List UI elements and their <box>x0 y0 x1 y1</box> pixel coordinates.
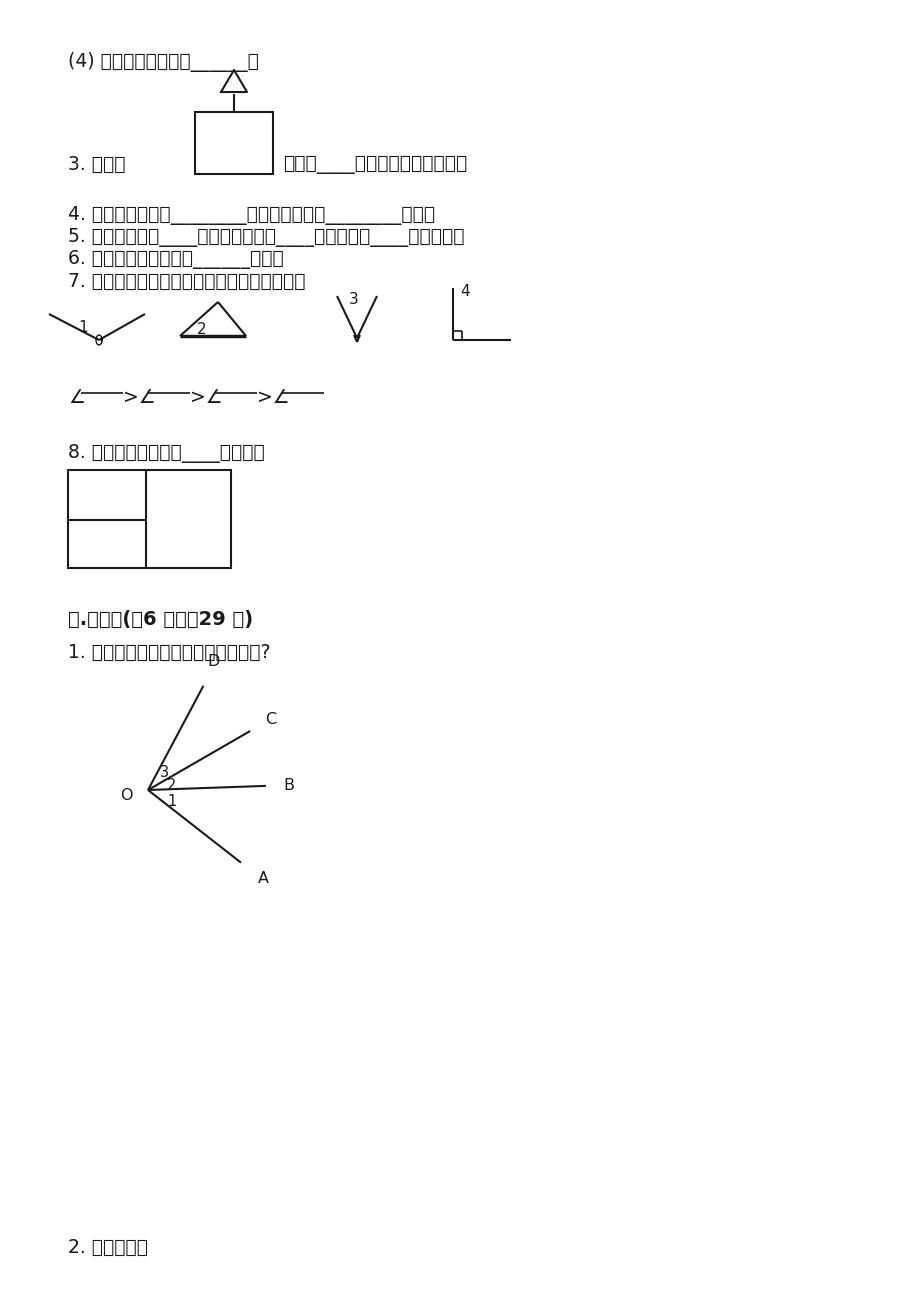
Text: 2. 看图回答。: 2. 看图回答。 <box>68 1238 148 1256</box>
Text: D: D <box>208 655 220 669</box>
Text: C: C <box>265 711 276 727</box>
Text: 5. 一条红领巾有____个角；一张纸有____角，其中有____个是直角。: 5. 一条红领巾有____个角；一张纸有____角，其中有____个是直角。 <box>68 228 464 247</box>
Text: 1: 1 <box>167 794 176 809</box>
Text: 8. 下面画的图形共有____个直角。: 8. 下面画的图形共有____个直角。 <box>68 444 265 464</box>
Text: A: A <box>257 871 268 887</box>
Text: 3: 3 <box>348 292 358 307</box>
Text: 2: 2 <box>167 777 176 793</box>
Text: >∠: >∠ <box>256 388 289 408</box>
Text: 2: 2 <box>197 323 207 337</box>
Text: 3: 3 <box>160 766 169 780</box>
Bar <box>68 470 231 568</box>
Text: ∠: ∠ <box>68 388 85 408</box>
Text: 一共有____个角，请你标出直角。: 一共有____个角，请你标出直角。 <box>283 155 467 174</box>
Text: B: B <box>283 777 294 793</box>
Text: 4. 角的大小与两边________的有关，与两边________无关。: 4. 角的大小与两边________的有关，与两边________无关。 <box>68 206 435 225</box>
Text: 1: 1 <box>78 320 87 336</box>
Bar <box>195 112 273 174</box>
Text: 3. 如图：: 3. 如图： <box>68 155 125 174</box>
Text: O: O <box>119 788 132 802</box>
Text: 四.解答题(兲6 题，內29 分): 四.解答题(兲6 题，內29 分) <box>68 611 253 629</box>
Polygon shape <box>221 70 246 92</box>
Text: >∠: >∠ <box>123 388 155 408</box>
Text: >∠: >∠ <box>190 388 222 408</box>
Text: (4) 比直角大的角有：______。: (4) 比直角大的角有：______。 <box>68 52 258 72</box>
Text: 4: 4 <box>460 284 470 299</box>
Text: 7. 把下面的角按照从小到大的顺序排列起来。: 7. 把下面的角按照从小到大的顺序排列起来。 <box>68 272 305 292</box>
Text: 1. 请你数一数，下图中共有多少个角?: 1. 请你数一数，下图中共有多少个角? <box>68 643 270 661</box>
Text: 6. 角的大小与所画角的______有关。: 6. 角的大小与所画角的______有关。 <box>68 250 283 270</box>
